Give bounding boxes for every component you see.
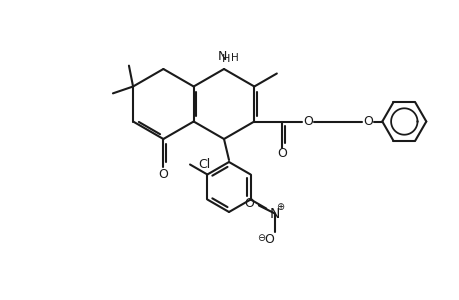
Text: ⊖: ⊖ xyxy=(256,232,264,242)
Text: N: N xyxy=(217,50,226,63)
Text: O: O xyxy=(243,197,253,210)
Text: O: O xyxy=(158,169,168,182)
Text: ⊕: ⊕ xyxy=(275,202,283,212)
Text: O: O xyxy=(263,233,273,246)
Text: O: O xyxy=(277,147,286,160)
Text: N: N xyxy=(269,206,280,220)
Text: O: O xyxy=(303,115,313,128)
Text: Cl: Cl xyxy=(197,158,210,171)
Text: H: H xyxy=(221,54,230,64)
Text: O: O xyxy=(363,115,372,128)
Text: H: H xyxy=(230,53,238,63)
